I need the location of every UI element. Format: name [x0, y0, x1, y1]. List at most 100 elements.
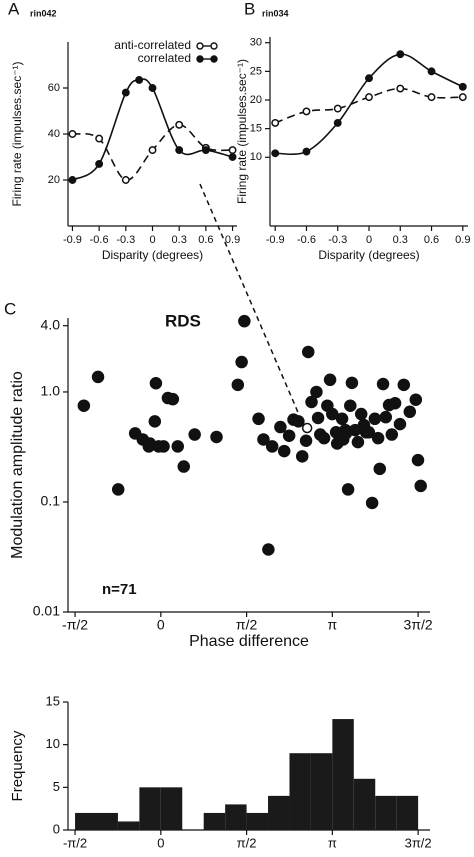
panel-label: C [4, 299, 16, 318]
data-point [326, 407, 339, 421]
data-point [345, 376, 359, 390]
legend-label: anti-correlated [114, 38, 191, 52]
data-point [271, 118, 280, 127]
y-axis-label: Modulation amplitude ratio [9, 371, 26, 559]
x-tick-label: 0.9 [225, 234, 240, 246]
data-point [148, 146, 157, 155]
data-point [458, 82, 467, 91]
data-point [365, 74, 373, 83]
y-tick-label: 40 [48, 128, 60, 140]
histogram-bar [160, 787, 183, 830]
y-tick-label: 0 [53, 821, 60, 836]
data-point [148, 84, 157, 92]
data-point [265, 440, 279, 453]
data-point [292, 415, 305, 428]
data-point [344, 399, 357, 412]
x-tick-label: -0.3 [328, 234, 347, 246]
data-point [177, 460, 191, 473]
data-point [376, 377, 390, 391]
data-point [396, 84, 405, 93]
x-tick-label: 0 [157, 835, 164, 850]
data-point [231, 378, 245, 392]
data-point [210, 430, 223, 444]
data-point [414, 479, 427, 493]
data-point [274, 420, 287, 434]
histogram-bar [246, 812, 269, 830]
data-point [135, 76, 144, 84]
y-tick-label: 5 [53, 779, 60, 794]
panel-label: B [244, 0, 255, 18]
cell-label: rin034 [262, 8, 289, 18]
data-point [341, 483, 355, 496]
legend-label: correlated [138, 51, 191, 65]
data-point [175, 146, 184, 155]
data-point [317, 431, 331, 445]
x-tick-label: 0.6 [198, 234, 213, 246]
data-point [354, 407, 368, 421]
data-point [171, 440, 184, 453]
data-point [252, 412, 265, 426]
x-tick-label: 0 [366, 234, 372, 246]
data-point [188, 428, 201, 441]
data-point [373, 462, 387, 476]
x-axis-label: Disparity (degrees) [318, 248, 419, 262]
data-point [277, 444, 291, 458]
data-point [385, 428, 399, 441]
x-tick-label: 0.3 [172, 234, 187, 246]
histogram-bar [139, 787, 161, 830]
x-tick-label: π/2 [236, 617, 258, 633]
data-point [111, 483, 125, 496]
data-point [302, 107, 311, 116]
x-tick-label: π [328, 617, 338, 633]
data-point [95, 159, 104, 168]
histogram-bar [396, 795, 419, 830]
data-point [282, 429, 296, 442]
x-tick-label: 0.9 [455, 234, 470, 246]
data-point [121, 176, 130, 184]
x-tick-label: -0.6 [297, 234, 316, 246]
y-tick-label: 25 [250, 65, 262, 77]
y-axis-label: Frequency [9, 730, 26, 801]
x-axis-label: Phase difference [189, 633, 309, 650]
histogram-bar [268, 795, 290, 830]
x-tick-label: 0 [149, 234, 155, 246]
x-tick-label: π [328, 835, 337, 850]
data-point [310, 385, 323, 399]
x-tick-label: -0.3 [116, 234, 135, 246]
data-point [302, 147, 311, 156]
data-point [271, 149, 280, 158]
data-point [95, 134, 104, 143]
data-point [427, 67, 436, 76]
data-point [166, 392, 180, 406]
data-point [333, 118, 342, 127]
data-point [201, 146, 210, 155]
data-point [149, 376, 163, 390]
data-point [301, 422, 313, 434]
data-point [351, 435, 365, 449]
data-point [362, 426, 376, 439]
x-axis-label: Disparity (degrees) [102, 248, 203, 262]
y-tick-label: 10 [250, 151, 262, 163]
histogram-bar [117, 821, 140, 830]
data-point [91, 370, 105, 384]
legend-marker [210, 55, 218, 63]
data-point [157, 440, 170, 453]
annotation: RDS [165, 311, 201, 330]
annotation: n=71 [102, 581, 137, 598]
x-tick-label: 3π/2 [405, 835, 432, 850]
data-point [365, 93, 373, 102]
x-tick-label: -0.6 [90, 234, 109, 246]
y-tick-label: 15 [46, 693, 60, 708]
y-tick-label: 10 [46, 736, 60, 751]
x-tick-label: -π/2 [63, 835, 87, 850]
y-axis-label: Firing rate (impulses.sec⁻¹) [10, 61, 24, 206]
data-point [458, 93, 467, 102]
y-tick-label: 60 [48, 82, 60, 94]
y-tick-label: 0.1 [41, 493, 61, 509]
data-point [403, 405, 417, 419]
histogram-bar [353, 778, 376, 830]
x-tick-label: 3π/2 [404, 617, 433, 633]
x-tick-label: 0 [157, 617, 165, 633]
data-point [238, 314, 251, 328]
